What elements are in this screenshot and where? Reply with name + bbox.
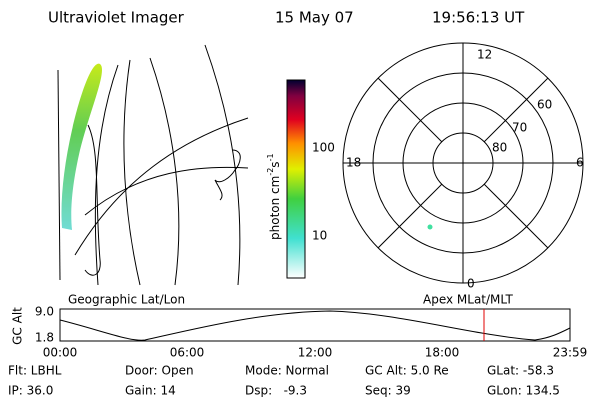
colorbar-tick: 100 (312, 141, 335, 155)
lat-label: 80 (492, 141, 507, 155)
mlt-label: 0 (467, 277, 475, 291)
x-label: 00:00 (43, 346, 78, 360)
colorbar (286, 79, 306, 279)
mlt-label: 18 (346, 156, 361, 170)
y-label: 1.8 (35, 331, 54, 345)
mlt-label: 6 (576, 156, 584, 170)
date: 15 May 07 (275, 9, 354, 27)
time: 19:56:13 UT (432, 9, 525, 27)
instrument: Ultraviolet Imager (48, 9, 185, 27)
auroral-oval (61, 63, 102, 231)
info-field: IP: 36.0 (8, 384, 53, 398)
timeline-title: Geographic Lat/Lon (68, 293, 185, 307)
orbit-curve (59, 310, 571, 341)
info-field: Flt: LBHL (8, 364, 62, 378)
mlt-label: 12 (477, 48, 492, 62)
lat-label: 70 (512, 121, 527, 135)
info-panel: Flt: LBHL Door: Open Mode: Normal GC Alt: 5… (8, 364, 560, 398)
globe-image (57, 44, 249, 286)
info-field: Gain: 14 (125, 384, 176, 398)
info-field: Door: Open (125, 364, 194, 378)
info-field: Seq: 39 (365, 384, 411, 398)
axis-label: GC Alt (11, 307, 25, 345)
info-field: GLon: 134.5 (487, 384, 560, 398)
info-field: Dsp: -9.3 (245, 384, 307, 398)
x-label: 18:00 (425, 346, 460, 360)
x-label: 23:59 (553, 346, 588, 360)
info-field: GC Alt: 5.0 Re (365, 364, 449, 378)
timeline-box (59, 308, 571, 342)
timeline-title: Apex MLat/MLT (423, 293, 513, 307)
info-field: GLat: -58.3 (487, 364, 554, 378)
colorbar-tick: 10 (312, 229, 327, 243)
x-label: 12:00 (298, 346, 333, 360)
lat-label: 60 (537, 98, 552, 112)
x-label: 06:00 (170, 346, 205, 360)
polar-grid (342, 42, 584, 284)
colorbar-label: photon cm-2s-1 (266, 153, 282, 240)
info-field: Mode: Normal (245, 364, 329, 378)
y-label: 9.0 (35, 305, 54, 319)
aurora-spot (427, 224, 433, 230)
